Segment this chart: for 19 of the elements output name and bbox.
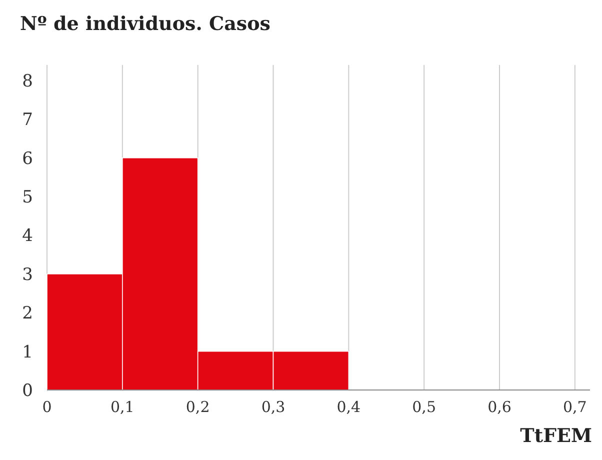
y-tick-label: 8	[22, 71, 33, 92]
chart-title: Nº de individuos. Casos	[20, 13, 270, 35]
x-tick-label: 0,1	[110, 398, 134, 416]
y-tick-label: 6	[22, 148, 33, 169]
y-tick-label: 1	[22, 342, 33, 362]
y-tick-label: 7	[22, 110, 33, 130]
x-tick-label: 0,7	[562, 398, 587, 416]
x-tick-label: 0	[42, 398, 52, 416]
x-tick-label: 0,4	[336, 398, 361, 416]
y-tick-label: 5	[22, 188, 33, 208]
x-tick-label: 0,2	[186, 398, 210, 416]
x-tick-label: 0,6	[488, 398, 512, 416]
y-tick-label: 3	[22, 264, 33, 285]
x-axis-title: TtFEM	[520, 425, 592, 447]
y-tick-label: 0	[22, 380, 33, 401]
y-tick-label: 2	[22, 304, 33, 324]
x-tick-label: 0,3	[261, 398, 286, 416]
x-tick-label: 0,5	[412, 398, 436, 416]
y-tick-label: 4	[22, 226, 33, 246]
